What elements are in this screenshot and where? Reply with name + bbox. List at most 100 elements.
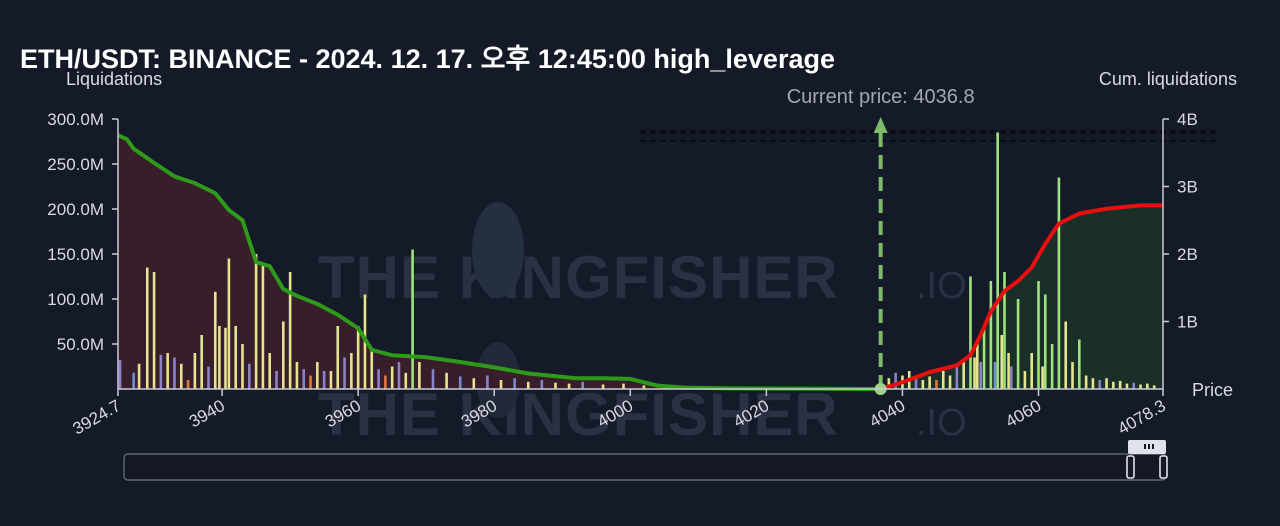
liquidation-bar: [554, 382, 557, 389]
liquidation-bar: [370, 348, 374, 389]
liquidation-bar: [1105, 378, 1108, 389]
range-slider-right-handle[interactable]: [1159, 455, 1168, 479]
liquidation-bar: [1078, 339, 1081, 389]
left-tick-label: 150.0M: [47, 245, 104, 264]
liquidation-bar: [1016, 299, 1020, 389]
liquidation-bar: [622, 383, 625, 389]
liquidation-bar: [941, 371, 945, 389]
liquidation-bars: [118, 132, 1156, 389]
liquidation-bar: [224, 327, 227, 389]
liquidation-bar: [996, 132, 999, 389]
left-tick-label: 250.0M: [47, 155, 104, 174]
range-slider-track[interactable]: [123, 453, 1167, 481]
long-cum-area: [880, 205, 1163, 389]
liquidation-bar: [969, 276, 972, 389]
liquidation-bar: [567, 383, 571, 389]
liquidation-bar: [227, 258, 231, 389]
liquidation-bar: [397, 362, 401, 389]
left-axis-title: Liquidations: [66, 69, 162, 89]
kingfisher-bird-icon: [472, 202, 524, 298]
liquidation-bar: [472, 378, 476, 389]
liquidation-bar: [914, 378, 918, 389]
liquidation-bar: [499, 380, 503, 389]
liquidation-bar: [486, 375, 489, 389]
liquidation-bar: [513, 378, 516, 389]
liquidation-bar: [343, 357, 346, 389]
liquidation-bar: [356, 326, 360, 389]
liquidation-bar: [213, 291, 217, 389]
liquidation-bar: [404, 372, 408, 389]
x-axis-title: Price: [1192, 380, 1233, 400]
liquidation-bar: [268, 353, 272, 389]
liquidation-bar: [1118, 380, 1122, 389]
liquidation-bar: [322, 371, 326, 389]
range-slider-grip-icon[interactable]: [1128, 440, 1166, 454]
liquidation-bar: [526, 381, 530, 389]
liquidation-bar: [540, 380, 544, 389]
liquidation-bar: [1152, 385, 1156, 389]
right-tick-label: 4B: [1177, 110, 1198, 129]
range-slider-left-handle[interactable]: [1126, 455, 1135, 479]
watermark-suffix-bottom: .IO: [916, 402, 967, 444]
liquidation-bar: [390, 366, 394, 389]
liquidation-bar: [581, 381, 584, 389]
liquidation-bar: [1057, 177, 1061, 389]
liquidation-bar: [1044, 294, 1047, 389]
liquidation-bar: [993, 362, 997, 389]
liquidation-bar: [973, 357, 976, 389]
current-price-arrow-icon: [873, 117, 888, 133]
liquidation-bar: [1003, 272, 1006, 389]
liquidation-bar: [1139, 384, 1142, 389]
liquidation-bar: [384, 375, 387, 389]
liquidation-bar: [979, 362, 982, 389]
liquidation-bar: [1084, 375, 1088, 389]
x-tick-label: 4060: [1002, 396, 1044, 431]
liquidation-bar: [350, 353, 353, 389]
liquidation-bar: [1037, 281, 1040, 389]
liquidation-bar: [431, 369, 435, 389]
liquidation-bar: [275, 371, 278, 389]
right-axis-title: Cum. liquidations: [1099, 69, 1237, 89]
liquidation-bar: [642, 385, 646, 389]
right-tick-label: 2B: [1177, 245, 1198, 264]
liquidation-bar: [248, 363, 251, 389]
liquidation-bar: [955, 366, 959, 389]
liquidation-bar: [975, 339, 979, 389]
liquidation-bar: [921, 380, 925, 389]
liquidation-bar: [261, 263, 265, 389]
left-tick-label: 50.0M: [57, 335, 104, 354]
watermark: THE KINGFISHER .IO THE KINGFISHER .IO: [318, 202, 967, 448]
long-cum-line: [880, 203, 1163, 391]
liquidation-bar: [207, 366, 210, 389]
liquidation-bar: [302, 369, 306, 389]
top-liquidity-markers: [640, 124, 1220, 142]
watermark-suffix-top: .IO: [916, 265, 967, 307]
liquidation-bar: [132, 372, 135, 389]
x-tick-label: 3924.7: [69, 396, 124, 438]
liquidation-bar: [1146, 383, 1149, 389]
liquidation-bar: [418, 362, 421, 389]
liquidation-bar: [1071, 362, 1074, 389]
liquidation-bar: [193, 353, 197, 389]
liquidation-bar: [152, 272, 156, 389]
liquidation-bar: [445, 372, 448, 389]
left-tick-label: 300.0M: [47, 110, 104, 129]
liquidation-bar: [179, 363, 183, 389]
liquidation-bar: [316, 362, 319, 389]
liquidation-bar: [329, 371, 333, 389]
liquidation-bar: [295, 362, 299, 389]
watermark-text-bottom: THE KINGFISHER: [318, 381, 839, 448]
range-slider[interactable]: [123, 440, 1168, 481]
liquidation-bar: [200, 335, 203, 389]
watermark-text-top: THE KINGFISHER: [318, 244, 839, 311]
x-tick-label: 4078.3: [1114, 396, 1169, 438]
cumulative-lines: [117, 133, 1163, 391]
liquidation-bar: [234, 326, 237, 389]
liquidation-bar: [336, 326, 340, 389]
liquidation-bar: [982, 326, 986, 389]
x-tick-label: 4040: [866, 396, 908, 431]
liquidation-bar: [118, 360, 122, 389]
liquidation-bar: [935, 380, 938, 389]
liquidation-bar: [1132, 382, 1136, 389]
